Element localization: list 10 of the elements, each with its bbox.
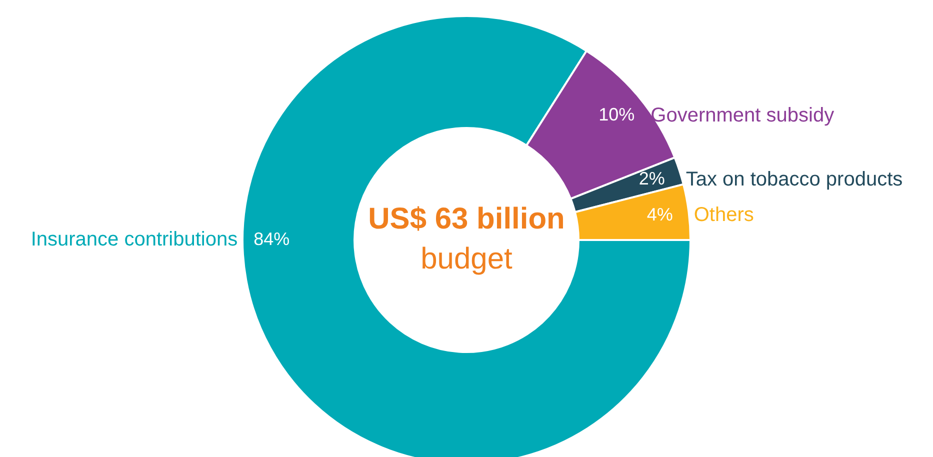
slice-label: Government subsidy bbox=[650, 104, 834, 126]
text: budget bbox=[420, 242, 514, 276]
text: US$ 63 billion bbox=[368, 202, 565, 236]
data-label: 84% bbox=[254, 228, 290, 249]
data-label: 4% bbox=[646, 204, 673, 225]
slice-label: Tax on tobacco products bbox=[686, 168, 903, 190]
data-label: 2% bbox=[638, 168, 665, 189]
slice-label: Insurance contributions bbox=[30, 228, 238, 251]
data-label: 10% bbox=[598, 104, 635, 125]
slice-label: Others bbox=[694, 204, 754, 226]
